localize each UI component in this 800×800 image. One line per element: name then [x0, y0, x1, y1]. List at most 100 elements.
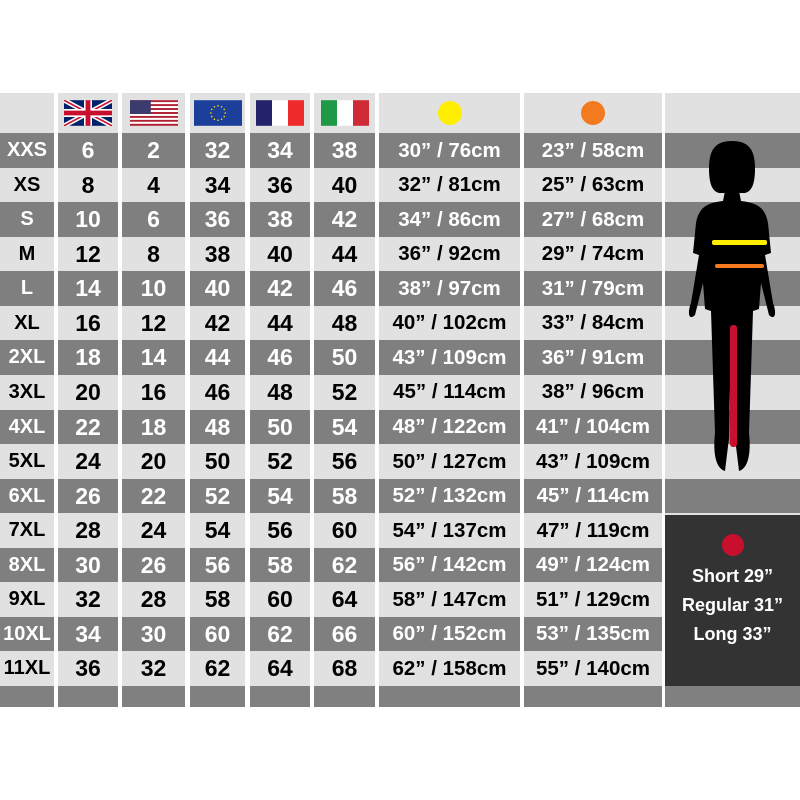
cell-waist: 43” / 109cm: [379, 340, 520, 376]
inseam-long: Long 33”: [693, 624, 772, 644]
cell-fr: 64: [250, 651, 310, 687]
cell-it: 62: [314, 547, 375, 583]
cell-size: 8XL: [0, 547, 54, 583]
cell-eu: 52: [190, 478, 245, 514]
cell-size: L: [0, 271, 54, 307]
cell-us: 30: [122, 616, 185, 652]
cell-hip: 49” / 124cm: [524, 547, 662, 583]
cell-uk: 12: [58, 236, 118, 272]
cell-size: 7XL: [0, 513, 54, 549]
eu-flag-icon: [193, 100, 242, 126]
cell-us: 32: [122, 651, 185, 687]
cell-hip: 36” / 91cm: [524, 340, 662, 376]
cell-size: 4XL: [0, 409, 54, 445]
header-size: [0, 93, 54, 133]
cell-eu: 54: [190, 513, 245, 549]
cell-eu: 40: [190, 271, 245, 307]
cell-fr: 46: [250, 340, 310, 376]
cell-fr: 42: [250, 271, 310, 307]
cell-eu: 58: [190, 582, 245, 618]
france-flag-icon: [256, 100, 304, 126]
cell-hip: 33” / 84cm: [524, 305, 662, 341]
footer-uk: [58, 686, 118, 707]
cell-eu: 60: [190, 616, 245, 652]
cell-eu: 34: [190, 167, 245, 203]
cell-waist: 58” / 147cm: [379, 582, 520, 618]
cell-it: 60: [314, 513, 375, 549]
cell-uk: 20: [58, 374, 118, 410]
footer-size: [0, 686, 54, 707]
cell-fr: 60: [250, 582, 310, 618]
cell-size: XXS: [0, 133, 54, 169]
cell-size: M: [0, 236, 54, 272]
footer-fr: [250, 686, 310, 707]
cell-waist: 34” / 86cm: [379, 202, 520, 238]
cell-hip: 41” / 104cm: [524, 409, 662, 445]
cell-eu: 62: [190, 651, 245, 687]
cell-it: 40: [314, 167, 375, 203]
cell-us: 24: [122, 513, 185, 549]
cell-size: 11XL: [0, 651, 54, 687]
cell-fr: 34: [250, 133, 310, 169]
cell-fr: 62: [250, 616, 310, 652]
cell-size: 10XL: [0, 616, 54, 652]
cell-uk: 16: [58, 305, 118, 341]
cell-eu: 56: [190, 547, 245, 583]
cell-hip: 53” / 135cm: [524, 616, 662, 652]
cell-uk: 10: [58, 202, 118, 238]
cell-fr: 50: [250, 409, 310, 445]
italy-flag-icon: [320, 100, 369, 126]
cell-waist: 54” / 137cm: [379, 513, 520, 549]
cell-uk: 24: [58, 444, 118, 480]
cell-us: 4: [122, 167, 185, 203]
header-us: [122, 93, 185, 133]
cell-it: 46: [314, 271, 375, 307]
woman-silhouette-icon: [688, 141, 776, 471]
cell-it: 38: [314, 133, 375, 169]
cell-size: 3XL: [0, 374, 54, 410]
cell-fr: 58: [250, 547, 310, 583]
cell-it: 42: [314, 202, 375, 238]
cell-hip: 31” / 79cm: [524, 271, 662, 307]
cell-us: 10: [122, 271, 185, 307]
cell-eu: 36: [190, 202, 245, 238]
cell-fr: 44: [250, 305, 310, 341]
cell-uk: 26: [58, 478, 118, 514]
cell-waist: 32” / 81cm: [379, 167, 520, 203]
us-flag-icon: [129, 100, 178, 126]
cell-waist: 45” / 114cm: [379, 374, 520, 410]
cell-eu: 44: [190, 340, 245, 376]
inseam-short: Short 29”: [691, 566, 774, 586]
figure-band: [665, 444, 800, 480]
cell-us: 18: [122, 409, 185, 445]
cell-it: 50: [314, 340, 375, 376]
cell-fr: 52: [250, 444, 310, 480]
cell-it: 52: [314, 374, 375, 410]
cell-it: 64: [314, 582, 375, 618]
cell-fr: 48: [250, 374, 310, 410]
cell-it: 58: [314, 478, 375, 514]
footer-figure: [665, 686, 800, 707]
cell-hip: 38” / 96cm: [524, 374, 662, 410]
cell-eu: 48: [190, 409, 245, 445]
header-fr: [250, 93, 310, 133]
footer-eu: [190, 686, 245, 707]
footer-waist: [379, 686, 520, 707]
footer-hip: [524, 686, 662, 707]
cell-size: XS: [0, 167, 54, 203]
header-hip: [524, 93, 662, 133]
cell-fr: 54: [250, 478, 310, 514]
cell-it: 68: [314, 651, 375, 687]
cell-uk: 8: [58, 167, 118, 203]
cell-us: 6: [122, 202, 185, 238]
figure-band: [665, 513, 800, 515]
cell-it: 66: [314, 616, 375, 652]
cell-us: 8: [122, 236, 185, 272]
cell-us: 26: [122, 547, 185, 583]
cell-it: 56: [314, 444, 375, 480]
cell-us: 20: [122, 444, 185, 480]
cell-hip: 27” / 68cm: [524, 202, 662, 238]
cell-fr: 38: [250, 202, 310, 238]
cell-fr: 36: [250, 167, 310, 203]
cell-uk: 14: [58, 271, 118, 307]
